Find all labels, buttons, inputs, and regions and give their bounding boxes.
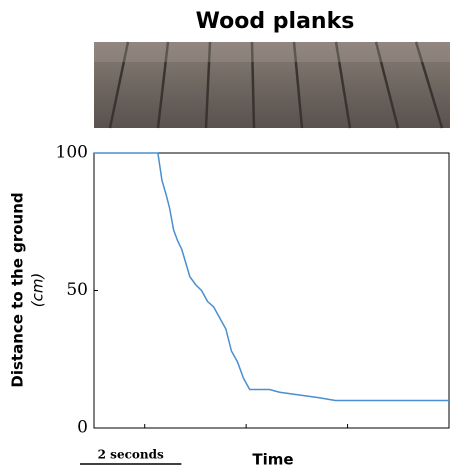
photo	[94, 41, 450, 129]
y-tick-label: 0	[77, 418, 88, 438]
x-axis-label: Time	[252, 451, 293, 469]
plot-frame	[93, 152, 450, 429]
y-axis-unit: (cm)	[29, 273, 47, 308]
y-tick-label: 100	[56, 143, 88, 163]
chart-title: Wood planks	[196, 9, 355, 34]
y-axis-label: Distance to the ground	[9, 192, 27, 387]
scale-bar-label: 2 seconds	[98, 448, 164, 462]
y-tick-label: 50	[66, 280, 88, 300]
data-line	[94, 152, 449, 402]
